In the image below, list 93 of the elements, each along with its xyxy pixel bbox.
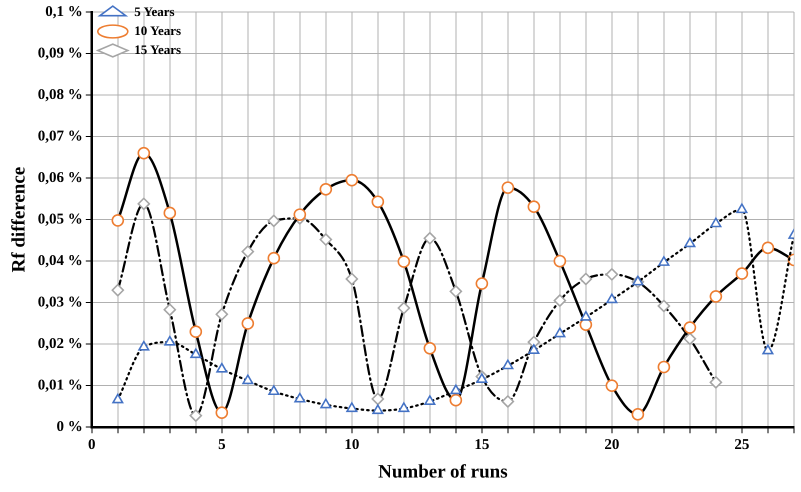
y-tick-label: 0,01 %	[38, 378, 83, 394]
point	[398, 302, 410, 314]
legend-label: 5 Years	[134, 4, 175, 19]
point	[346, 402, 358, 412]
point	[320, 398, 332, 408]
point	[294, 392, 306, 403]
point	[112, 393, 124, 404]
point	[450, 384, 462, 394]
y-tick-label: 0,02 %	[38, 336, 83, 352]
point	[684, 332, 696, 346]
x-tick-label: 5	[218, 437, 226, 454]
point	[190, 325, 202, 338]
point	[112, 214, 124, 227]
point	[658, 360, 670, 374]
point	[502, 181, 514, 194]
x-tick-label: 10	[344, 437, 360, 454]
point	[216, 308, 228, 321]
point	[320, 233, 332, 246]
x-tick-label: 0	[88, 437, 96, 454]
point	[164, 303, 176, 316]
point	[762, 242, 774, 254]
point	[242, 317, 254, 330]
point	[762, 344, 774, 354]
point	[216, 362, 228, 373]
point	[320, 182, 332, 196]
point	[710, 376, 722, 389]
point	[398, 402, 410, 412]
point	[164, 336, 176, 346]
point	[502, 395, 514, 408]
x-axis-title: Number of runs	[378, 462, 508, 483]
point	[294, 208, 306, 221]
y-tick-label: 0,06 %	[38, 170, 83, 186]
legend-label: 10 Years	[134, 22, 182, 38]
point	[528, 344, 540, 354]
x-tick-label: 20	[604, 437, 620, 454]
y-tick-label: 0,08 %	[38, 86, 83, 103]
x-tick-label: 25	[734, 437, 750, 454]
point	[138, 340, 150, 351]
point	[658, 256, 670, 266]
point	[554, 254, 566, 268]
point	[554, 294, 566, 307]
point	[424, 232, 436, 245]
point	[476, 373, 488, 383]
point	[580, 310, 592, 321]
point	[502, 359, 514, 370]
point	[736, 203, 748, 214]
point	[450, 394, 462, 407]
y-tick-label: 0,03 %	[38, 294, 83, 311]
y-tick-label: 0,1 %	[45, 4, 83, 20]
point	[684, 321, 696, 334]
point	[372, 404, 384, 414]
point	[346, 174, 358, 186]
point	[164, 206, 176, 220]
point	[138, 198, 150, 210]
point	[424, 395, 436, 406]
point	[372, 195, 384, 208]
point	[216, 406, 228, 419]
x-tick-label: 15	[474, 437, 490, 454]
point	[268, 252, 280, 265]
point	[632, 408, 644, 421]
point	[606, 293, 618, 304]
point	[138, 146, 150, 160]
point	[450, 285, 462, 298]
point	[268, 214, 280, 228]
point	[242, 374, 254, 384]
point	[398, 255, 410, 268]
point	[112, 284, 124, 296]
legend-label: 15 Years	[134, 42, 182, 57]
y-axis-title: Rf difference	[8, 166, 30, 272]
point	[736, 267, 748, 280]
point	[606, 379, 618, 392]
point	[710, 290, 722, 303]
point	[554, 327, 566, 338]
point	[606, 268, 618, 281]
point	[424, 342, 436, 355]
point	[190, 409, 202, 422]
y-tick-label: 0,07 %	[38, 128, 83, 144]
point	[268, 385, 280, 396]
point	[372, 392, 384, 406]
point	[710, 217, 722, 228]
point	[476, 277, 488, 290]
point	[190, 348, 202, 358]
point	[242, 245, 254, 258]
point	[684, 237, 696, 248]
y-tick-label: 0 %	[56, 419, 83, 436]
point	[580, 272, 592, 286]
point	[632, 276, 644, 286]
y-tick-label: 0,05 %	[38, 211, 83, 228]
y-tick-label: 0,09 %	[38, 45, 83, 62]
y-tick-label: 0,04 %	[38, 252, 83, 269]
point	[346, 272, 358, 286]
point	[658, 300, 670, 312]
point	[528, 200, 540, 214]
